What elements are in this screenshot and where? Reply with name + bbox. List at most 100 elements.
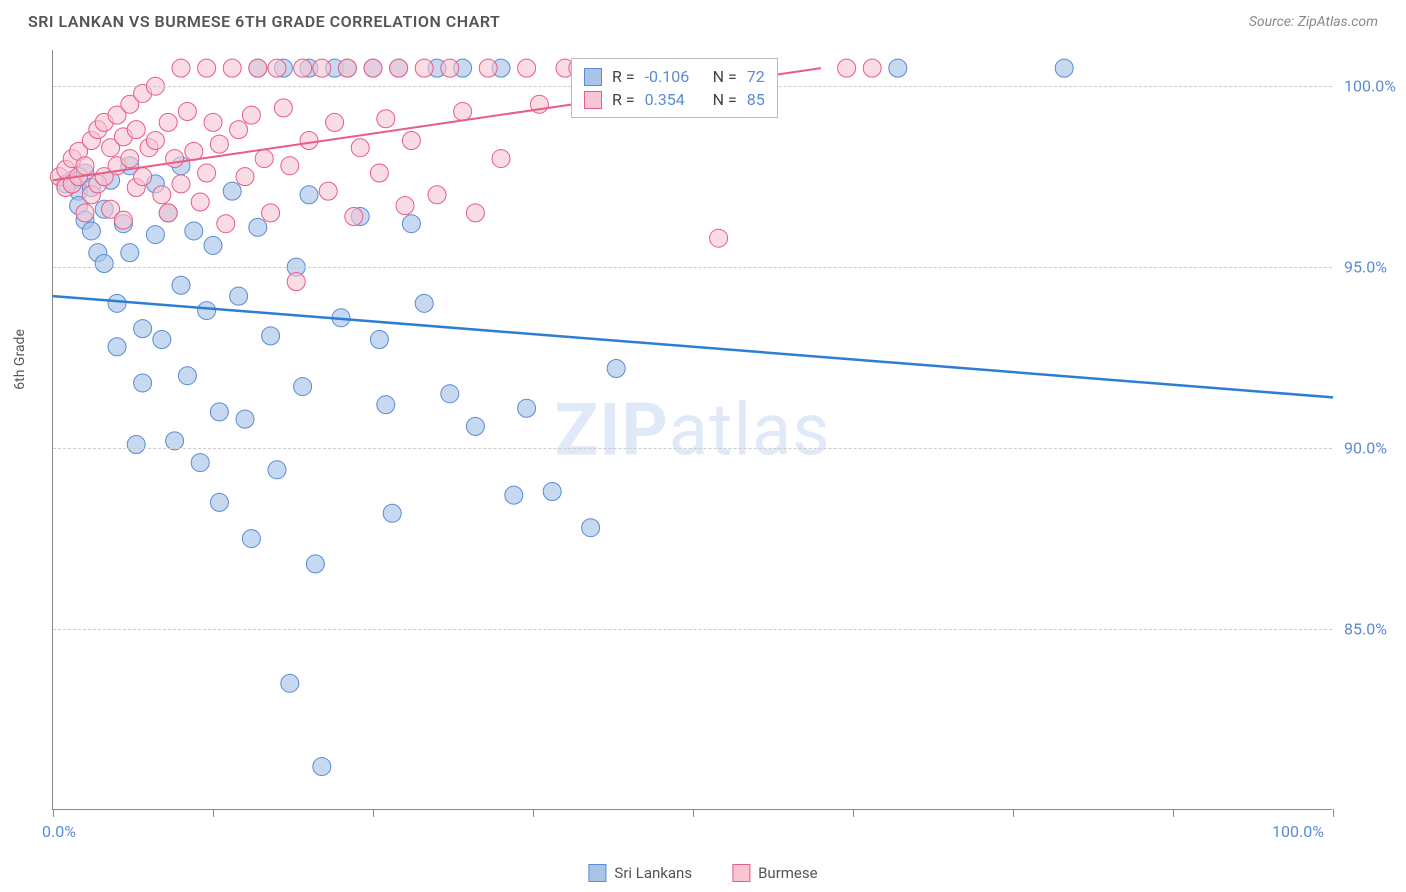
data-point <box>82 222 100 240</box>
xtick-label: 100.0% <box>1272 822 1324 841</box>
data-point <box>210 493 228 511</box>
data-point <box>198 164 216 182</box>
data-point <box>210 403 228 421</box>
data-point <box>242 530 260 548</box>
data-point <box>76 204 94 222</box>
data-point <box>268 59 286 77</box>
data-point <box>492 150 510 168</box>
data-point <box>415 294 433 312</box>
plot-svg <box>53 50 1332 809</box>
plot-area: ZIPatlas R = -0.106N = 72R = 0.354N = 85 <box>52 50 1332 810</box>
data-point <box>390 59 408 77</box>
ytick-label: 95.0% <box>1344 258 1387 277</box>
data-point <box>351 139 369 157</box>
data-point <box>294 378 312 396</box>
data-point <box>543 483 561 501</box>
data-point <box>108 338 126 356</box>
gridline-h <box>53 629 1332 630</box>
data-point <box>441 59 459 77</box>
data-point <box>505 486 523 504</box>
data-point <box>402 131 420 149</box>
gridline-h <box>53 448 1332 449</box>
data-point <box>383 504 401 522</box>
data-point <box>268 461 286 479</box>
bottom-legend: Sri Lankans Burmese <box>588 864 817 882</box>
data-point <box>223 59 241 77</box>
data-point <box>114 211 132 229</box>
data-point <box>178 103 196 121</box>
data-point <box>242 106 260 124</box>
data-point <box>249 218 267 236</box>
data-point <box>281 157 299 175</box>
data-point <box>146 226 164 244</box>
n-value: 85 <box>747 90 765 109</box>
data-point <box>108 294 126 312</box>
data-point <box>217 215 235 233</box>
series-name: Burmese <box>758 864 818 882</box>
ytick-label: 85.0% <box>1344 620 1387 639</box>
data-point <box>230 121 248 139</box>
data-point <box>607 359 625 377</box>
gridline-h <box>53 267 1332 268</box>
data-point <box>863 59 881 77</box>
data-point <box>204 236 222 254</box>
y-axis-label: 6th Grade <box>12 329 28 390</box>
data-point <box>121 150 139 168</box>
series-name: Sri Lankans <box>614 864 692 882</box>
xtick <box>53 809 54 817</box>
data-point <box>134 374 152 392</box>
data-point <box>377 396 395 414</box>
data-point <box>172 175 190 193</box>
data-point <box>345 207 363 225</box>
data-point <box>230 287 248 305</box>
data-point <box>281 674 299 692</box>
data-point <box>191 193 209 211</box>
xtick <box>533 809 534 817</box>
data-point <box>204 113 222 131</box>
data-point <box>95 255 113 273</box>
bottom-legend-item: Sri Lankans <box>588 864 692 882</box>
data-point <box>249 59 267 77</box>
xtick <box>213 809 214 817</box>
stats-legend-row: R = -0.106N = 72 <box>584 65 765 88</box>
data-point <box>76 157 94 175</box>
data-point <box>313 758 331 776</box>
data-point <box>172 59 190 77</box>
ytick-label: 90.0% <box>1344 439 1387 458</box>
xtick <box>693 809 694 817</box>
stats-legend: R = -0.106N = 72R = 0.354N = 85 <box>571 58 778 118</box>
data-point <box>479 59 497 77</box>
data-point <box>178 367 196 385</box>
data-point <box>172 276 190 294</box>
bottom-legend-item: Burmese <box>732 864 818 882</box>
data-point <box>255 150 273 168</box>
data-point <box>153 186 171 204</box>
data-point <box>262 327 280 345</box>
data-point <box>300 186 318 204</box>
data-point <box>300 131 318 149</box>
data-point <box>306 555 324 573</box>
data-point <box>710 229 728 247</box>
data-point <box>191 454 209 472</box>
r-label: R = <box>612 90 635 109</box>
r-label: R = <box>612 67 635 86</box>
xtick <box>1173 809 1174 817</box>
xtick <box>1013 809 1014 817</box>
data-point <box>518 59 536 77</box>
data-point <box>402 215 420 233</box>
data-point <box>127 435 145 453</box>
data-point <box>1055 59 1073 77</box>
data-point <box>274 99 292 117</box>
data-point <box>146 131 164 149</box>
data-point <box>838 59 856 77</box>
data-point <box>287 273 305 291</box>
data-point <box>223 182 241 200</box>
chart-title: SRI LANKAN VS BURMESE 6TH GRADE CORRELAT… <box>28 12 500 31</box>
r-value: -0.106 <box>645 67 703 86</box>
data-point <box>210 135 228 153</box>
n-value: 72 <box>747 67 765 86</box>
data-point <box>377 110 395 128</box>
data-point <box>441 385 459 403</box>
data-point <box>185 142 203 160</box>
trend-line <box>53 296 1333 397</box>
